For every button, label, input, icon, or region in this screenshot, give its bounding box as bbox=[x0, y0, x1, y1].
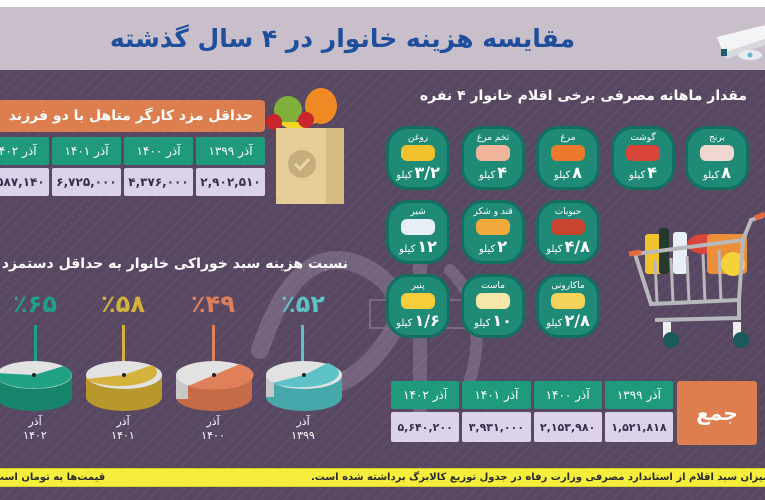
food-amount: ۴/۸ کیلو bbox=[546, 237, 590, 256]
food-item-oil: روغن ۳/۲ کیلو bbox=[386, 126, 450, 190]
food-amount: ۱/۶ کیلو bbox=[396, 311, 440, 330]
total-year-1402: آذر ۱۴۰۲ bbox=[391, 381, 460, 409]
total-label: جمع bbox=[677, 381, 757, 445]
food-item-eggs: تخم مرغ ۴ کیلو bbox=[461, 126, 525, 190]
food-amount: ۲ کیلو bbox=[478, 237, 508, 256]
sugar-icon bbox=[476, 219, 510, 235]
food-item-yogurt: ماست ۱۰ کیلو bbox=[461, 274, 525, 338]
total-value-1402: ۵,۶۴۰,۲۰۰ bbox=[391, 412, 460, 442]
wage-value-1401: ۶,۷۲۵,۰۰۰ bbox=[52, 168, 121, 196]
total-year-1401: آذر ۱۴۰۱ bbox=[462, 381, 531, 409]
wage-value-1400: ۴,۳۷۶,۰۰۰ bbox=[124, 168, 193, 196]
food-name: قند و شکر bbox=[473, 207, 513, 217]
shopping-cart-icon bbox=[628, 211, 765, 348]
yogurt-icon bbox=[476, 293, 510, 309]
food-item-sugar: قند و شکر ۲ کیلو bbox=[461, 200, 525, 264]
food-item-legumes: حبوبات ۴/۸ کیلو bbox=[536, 200, 600, 264]
food-name: حبوبات bbox=[554, 207, 582, 217]
eggs-icon bbox=[476, 145, 510, 161]
wage-year-1401: آذر ۱۴۰۱ bbox=[52, 137, 121, 165]
pie-pointer bbox=[212, 325, 215, 363]
food-name: مرغ bbox=[560, 133, 576, 143]
food-amount: ۱۰ کیلو bbox=[474, 311, 512, 330]
food-item-cheese: پنیر ۱/۶ کیلو bbox=[386, 274, 450, 338]
pie-year-1401: آذر ۱۴۰۱ bbox=[111, 415, 135, 442]
pie-pointer bbox=[34, 325, 37, 363]
wage-year-1400: آذر ۱۴۰۰ bbox=[124, 137, 193, 165]
page-title: مقایسه هزینه خانوار در ۴ سال گذشته bbox=[109, 24, 576, 53]
pie-chart-1400: ٪۴۹ bbox=[172, 290, 254, 380]
pie-pointer bbox=[122, 325, 125, 363]
pie-percentage: ٪۵۲ bbox=[281, 290, 325, 318]
food-amount: ۲/۸ کیلو bbox=[546, 311, 590, 330]
title-bar: مقایسه هزینه خانوار در ۴ سال گذشته bbox=[0, 7, 765, 70]
food-name: ماکارونی bbox=[551, 281, 585, 291]
food-name: ماست bbox=[481, 281, 505, 291]
legumes-icon bbox=[551, 219, 585, 235]
wage-value-1399: ۲,۹۰۲,۵۱۰ bbox=[196, 168, 265, 196]
food-name: شیر bbox=[410, 207, 426, 217]
min-wage-header: حداقل مزد کارگر متاهل با دو فرزند bbox=[0, 100, 265, 132]
pie-1400-icon bbox=[176, 361, 254, 411]
total-year-1399: آذر ۱۳۹۹ bbox=[604, 381, 673, 409]
pie-year-1402: آذر ۱۴۰۲ bbox=[23, 415, 47, 442]
pie-percentage: ٪۵۸ bbox=[101, 290, 145, 318]
total-cost-table: آذر ۱۳۹۹ آذر ۱۴۰۰ آذر ۱۴۰۱ آذر ۱۴۰۲ ۱,۵۲… bbox=[391, 381, 673, 442]
footer-note: میزان سبد اقلام از استاندارد مصرفی وزارت… bbox=[310, 472, 765, 483]
food-item-milk: شیر ۱۲ کیلو bbox=[386, 200, 450, 264]
total-year-1400: آذر ۱۴۰۰ bbox=[533, 381, 602, 409]
min-wage-table: آذر ۱۳۹۹ آذر ۱۴۰۰ آذر ۱۴۰۱ آذر ۱۴۰۲ ۲,۹۰… bbox=[0, 137, 265, 196]
pie-1399-icon bbox=[266, 361, 342, 411]
pie-year-1400: آذر ۱۴۰۰ bbox=[201, 415, 225, 442]
currency-note: قیمت‌ها به تومان است bbox=[0, 472, 106, 483]
food-amount: ۴ کیلو bbox=[628, 163, 658, 182]
pie-percentage: ٪۴۹ bbox=[191, 290, 235, 318]
milk-icon bbox=[401, 219, 435, 235]
infographic-body: مقدار ماهانه مصرفی برخی اقلام خانوار ۴ ن… bbox=[0, 70, 765, 500]
ratio-title: نسبت هزینه سبد خوراکی خانوار به حداقل دس… bbox=[1, 256, 348, 272]
food-name: پنیر bbox=[411, 281, 425, 291]
pie-chart-1399: ٪۵۲ bbox=[262, 290, 344, 380]
pie-chart-1402: ٪۶۵ bbox=[0, 290, 76, 380]
pie-1402-icon bbox=[0, 361, 72, 411]
total-value-1399: ۱,۵۲۱,۸۱۸ bbox=[604, 412, 673, 442]
total-value-1400: ۲,۱۵۳,۹۸۰ bbox=[533, 412, 602, 442]
pie-1401-icon bbox=[86, 361, 162, 411]
oil-bottle-icon bbox=[401, 145, 435, 161]
wage-year-1399: آذر ۱۳۹۹ bbox=[196, 137, 265, 165]
wage-value-1402: ۸,۵۸۷,۱۴۰ bbox=[0, 168, 49, 196]
food-name: گوشت bbox=[630, 133, 656, 143]
rice-sack-icon bbox=[700, 145, 734, 161]
food-amount: ۳/۲ کیلو bbox=[396, 163, 440, 182]
pasta-icon bbox=[551, 293, 585, 309]
pie-pointer bbox=[301, 325, 304, 363]
pie-year-1399: آذر ۱۳۹۹ bbox=[291, 415, 315, 442]
pie-chart-1401: ٪۵۸ bbox=[82, 290, 164, 380]
consumption-title: مقدار ماهانه مصرفی برخی اقلام خانوار ۴ ن… bbox=[419, 88, 747, 104]
food-amount: ۸ کیلو bbox=[553, 163, 583, 182]
food-name: تخم مرغ bbox=[476, 133, 510, 143]
pie-percentage: ٪۶۵ bbox=[13, 290, 57, 318]
grocery-bag-icon bbox=[266, 88, 344, 204]
chicken-icon bbox=[551, 145, 585, 161]
food-name: برنج bbox=[709, 133, 725, 143]
food-amount: ۱۲ کیلو bbox=[399, 237, 437, 256]
security-camera-icon bbox=[717, 25, 765, 60]
food-item-rice: برنج ۸ کیلو bbox=[685, 126, 749, 190]
footer-note-bar: میزان سبد اقلام از استاندارد مصرفی وزارت… bbox=[0, 468, 765, 487]
meat-icon bbox=[626, 145, 660, 161]
food-item-meat: گوشت ۴ کیلو bbox=[611, 126, 675, 190]
cheese-icon bbox=[401, 293, 435, 309]
food-item-pasta: ماکارونی ۲/۸ کیلو bbox=[536, 274, 600, 338]
food-amount: ۴ کیلو bbox=[478, 163, 508, 182]
food-amount: ۸ کیلو bbox=[702, 163, 732, 182]
total-value-1401: ۳,۹۳۱,۰۰۰ bbox=[462, 412, 531, 442]
wage-year-1402: آذر ۱۴۰۲ bbox=[0, 137, 49, 165]
food-name: روغن bbox=[407, 133, 429, 143]
food-item-chicken: مرغ ۸ کیلو bbox=[536, 126, 600, 190]
